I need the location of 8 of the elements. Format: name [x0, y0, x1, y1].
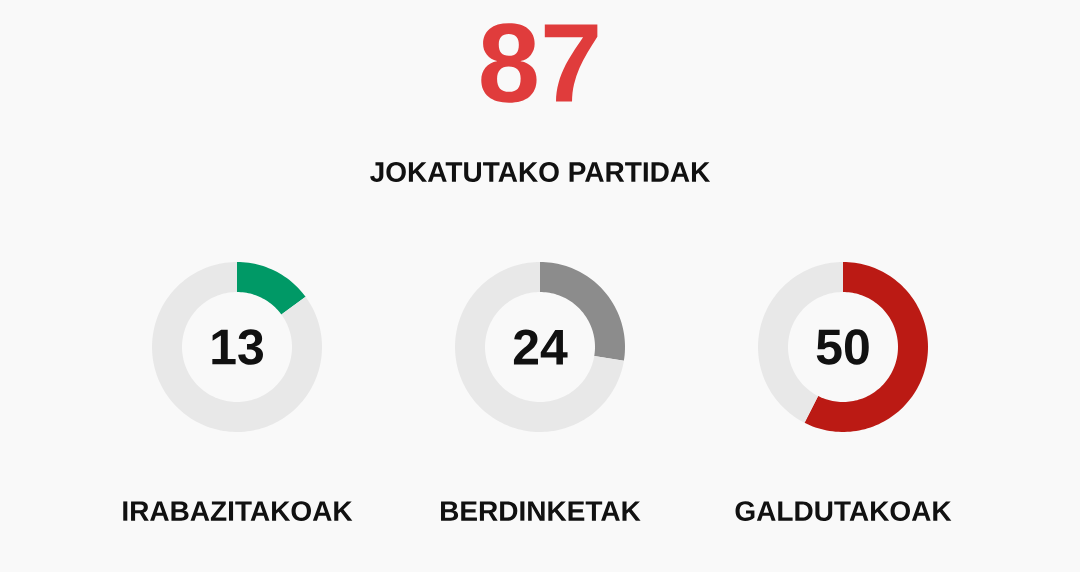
text: 24 — [513, 329, 568, 365]
text: JOKATUTAKO PARTIDAK — [370, 162, 711, 182]
text: 13 — [212, 329, 263, 365]
text: BERDINKETAK — [441, 501, 641, 521]
text: GALDUTAKOAK — [735, 501, 952, 521]
text: IRABAZITAKOAK — [123, 501, 353, 521]
text: 50 — [816, 329, 869, 365]
text: 87 — [481, 23, 598, 103]
